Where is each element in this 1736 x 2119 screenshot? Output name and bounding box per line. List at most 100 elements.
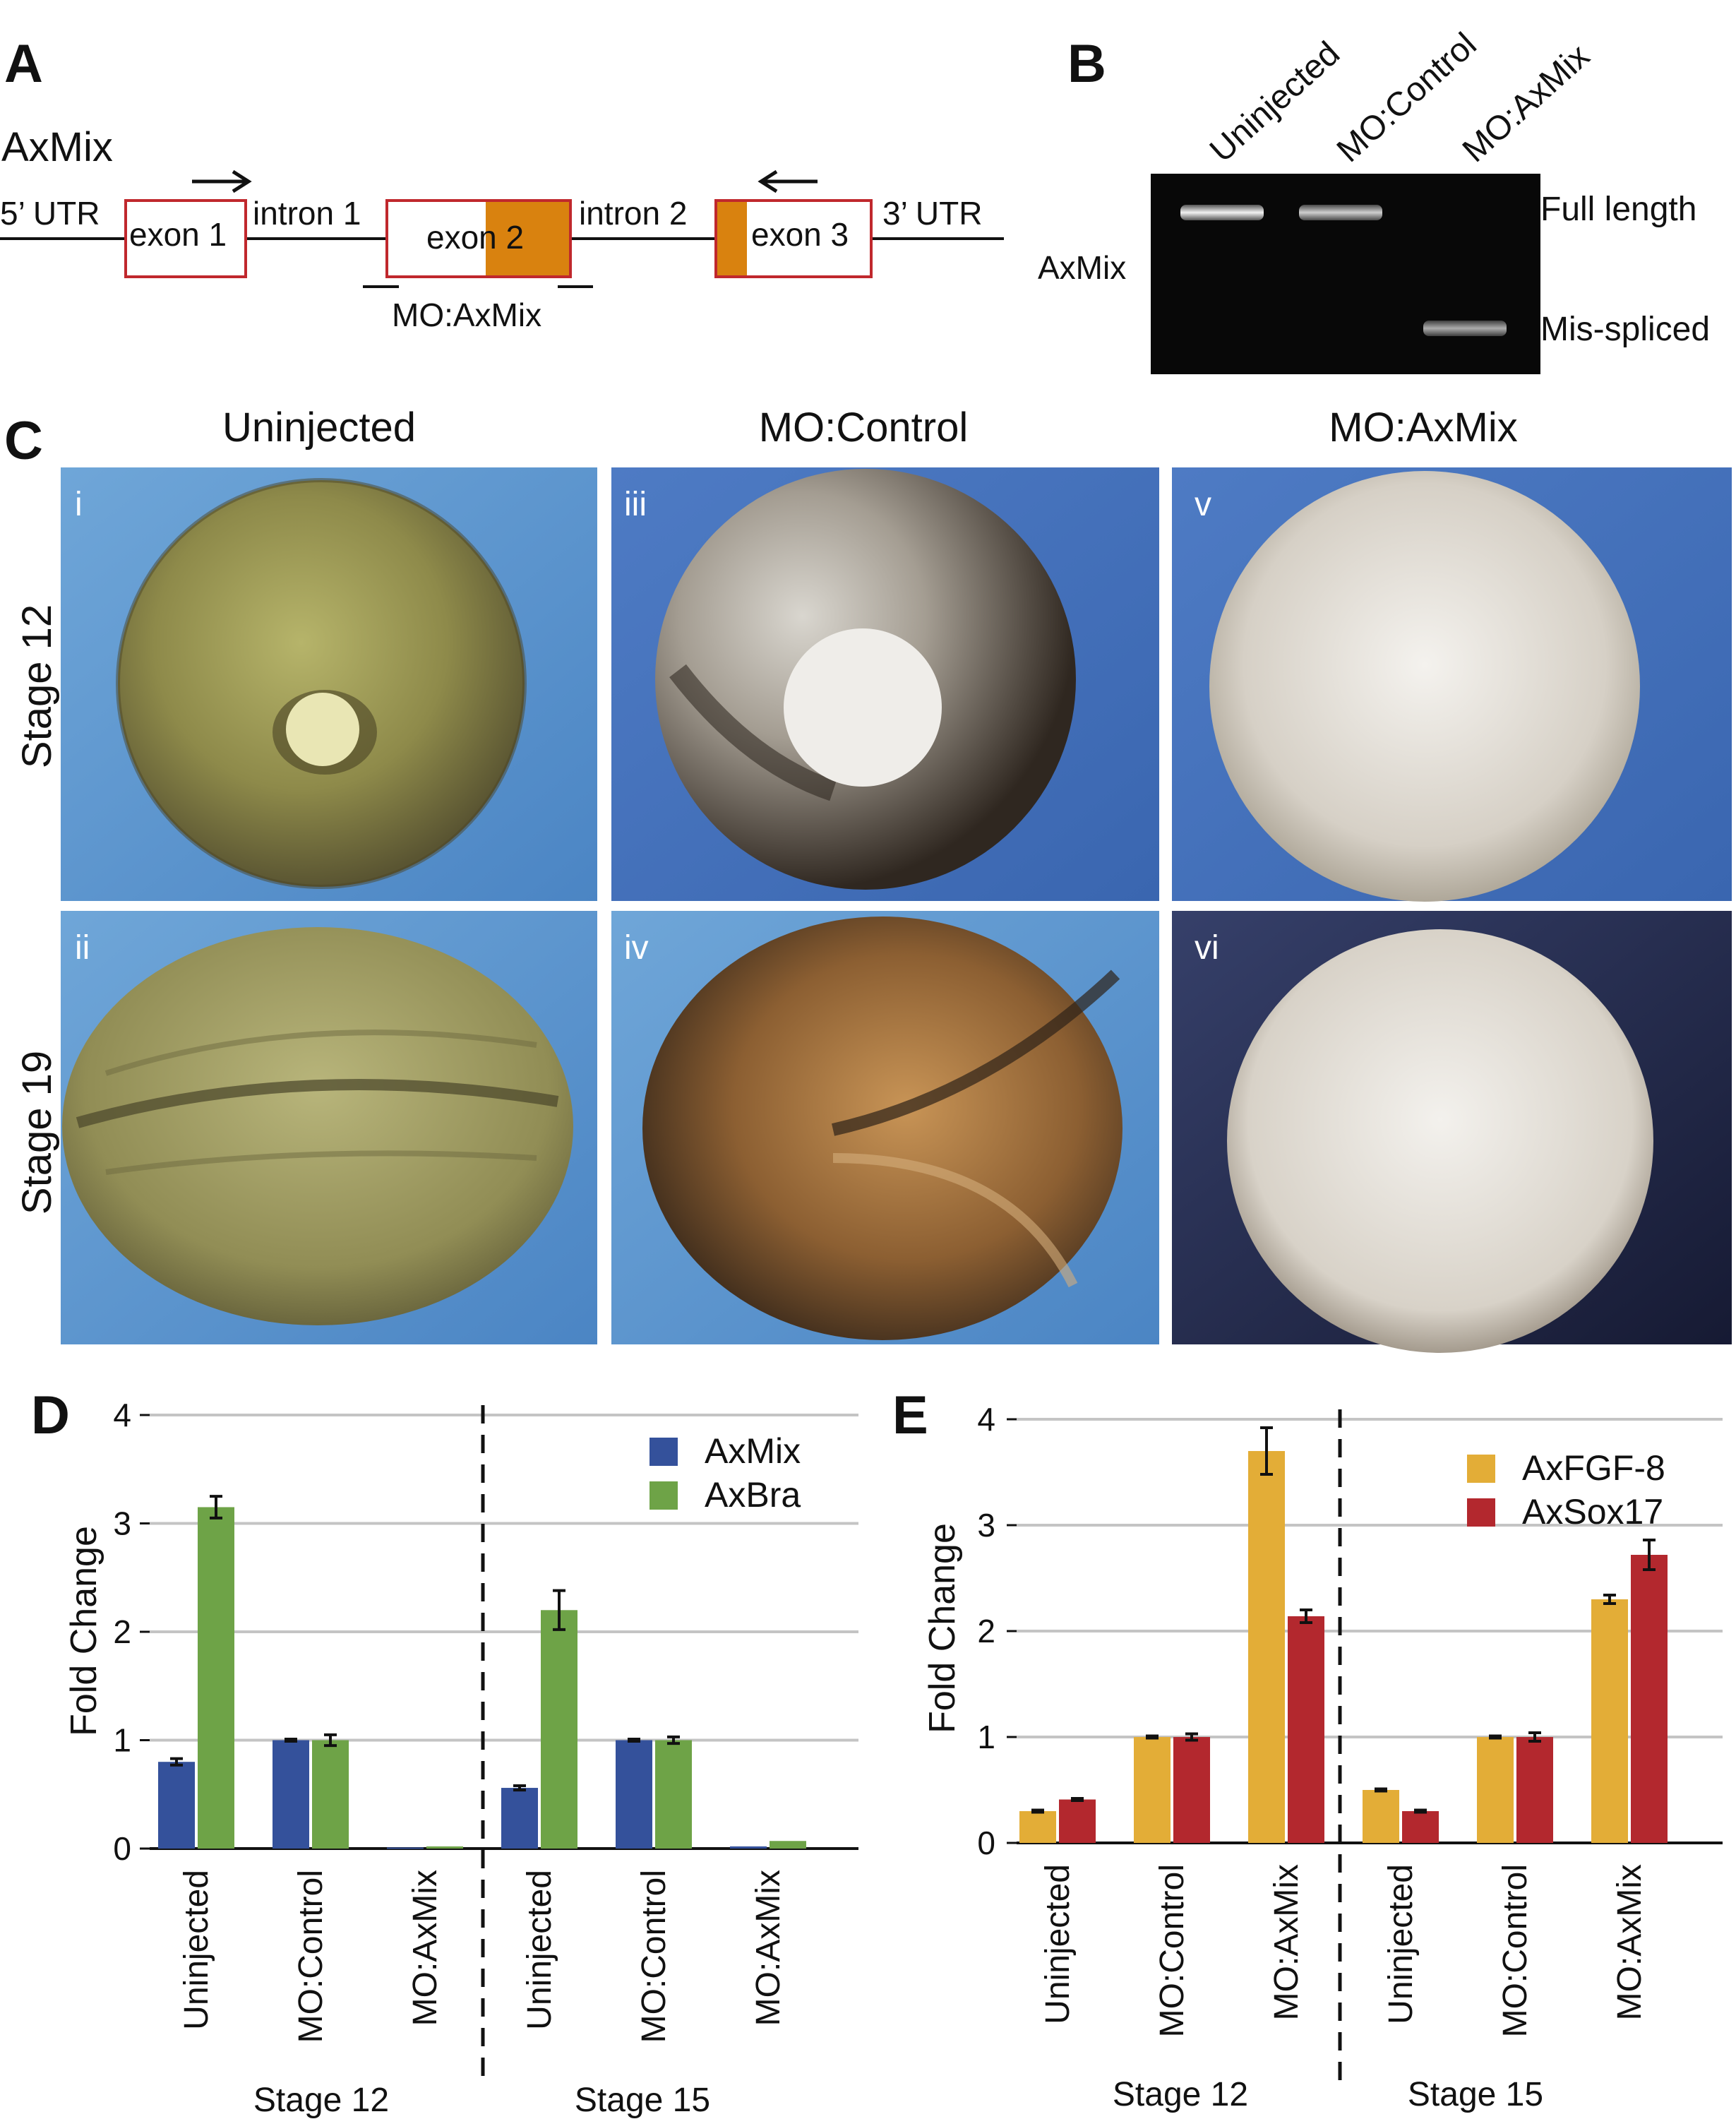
x-tick-label: MO:AxMix (1268, 1864, 1305, 2020)
stage-group-label: Stage 15 (575, 2082, 710, 2119)
legend-swatch (649, 1481, 678, 1510)
bar-axfgf-8 (1363, 1790, 1399, 1843)
embryo-tile-ii: ii (61, 911, 597, 1344)
column-title-mo-axmix: MO:AxMix (1329, 405, 1517, 450)
embryo-tile-iii: iii (611, 467, 1159, 901)
bar-axsox17 (1631, 1555, 1668, 1843)
x-tick-label: Uninjected (178, 1870, 215, 2030)
y-tick-label: 3 (977, 1507, 995, 1544)
x-tick-label: MO:AxMix (407, 1870, 444, 2026)
row-title-stage-19: Stage 19 (14, 1051, 60, 1214)
band-label-mis-spliced: Mis-spliced (1540, 311, 1710, 348)
gel-row-label: AxMix (1038, 249, 1126, 286)
bar-axmix (730, 1846, 767, 1849)
bar-axbra (426, 1846, 463, 1849)
x-tick-label: MO:AxMix (1611, 1864, 1648, 2020)
gene-name: AxMix (1, 124, 113, 170)
chart-e-ylabel: Fold Change (922, 1523, 963, 1733)
stage-group-label: Stage 12 (1113, 2076, 1248, 2113)
y-tick-label: 4 (977, 1401, 995, 1438)
y-tick-label: 3 (113, 1505, 131, 1542)
x-tick-label: Uninjected (1039, 1864, 1077, 2024)
bar-axfgf-8 (1019, 1811, 1056, 1843)
column-title-mo-control: MO:Control (759, 405, 969, 450)
bar-axmix (158, 1762, 195, 1849)
y-tick-label: 1 (977, 1719, 995, 1755)
embryo-tile-iv: iv (611, 911, 1159, 1344)
bar-axfgf-8 (1134, 1737, 1171, 1843)
forward-primer-arrow-icon (192, 169, 252, 193)
bar-axsox17 (1402, 1811, 1439, 1843)
column-title-uninjected: Uninjected (222, 405, 416, 450)
panel-c: C Uninjected MO:Control MO:AxMix Stage 1… (4, 405, 1732, 1353)
segment-3utr: 3’ UTR (882, 195, 982, 232)
panel-letter-b: B (1067, 34, 1106, 94)
tile-label-i: i (75, 486, 83, 523)
embryo-tile-i: i (61, 467, 597, 901)
bar-axbra (541, 1610, 577, 1849)
legend-entry: AxFGF-8 (1522, 1448, 1665, 1488)
panel-letter-a: A (4, 34, 43, 94)
bar-axsox17 (1516, 1737, 1553, 1843)
x-tick-label: MO:AxMix (750, 1870, 787, 2026)
y-tick-label: 0 (977, 1825, 995, 1861)
panel-letter-c: C (4, 411, 43, 471)
band-mo-control-full (1299, 205, 1382, 220)
band-mo-axmix-misspliced (1423, 321, 1507, 336)
legend-swatch (1467, 1455, 1495, 1483)
x-tick-label: Uninjected (521, 1870, 558, 2030)
bar-axmix (387, 1847, 424, 1849)
legend-entry: AxSox17 (1522, 1492, 1663, 1532)
stage-group-label: Stage 15 (1408, 2076, 1543, 2113)
panel-letter-d: D (31, 1385, 70, 1445)
morpholino-label: MO:AxMix (392, 297, 541, 333)
bar-axmix (501, 1788, 538, 1849)
legend-swatch (1467, 1498, 1495, 1527)
band-uninjected-full (1180, 205, 1264, 220)
segment-exon-3: exon 3 (751, 216, 849, 253)
y-tick-label: 1 (113, 1722, 131, 1759)
gel-image (1151, 174, 1540, 374)
band-label-full-length: Full length (1540, 191, 1696, 228)
legend-entry: AxBra (705, 1475, 801, 1515)
bar-axbra (198, 1507, 234, 1849)
y-tick-label: 2 (977, 1613, 995, 1649)
bar-axbra (655, 1740, 692, 1849)
row-title-stage-12: Stage 12 (14, 604, 60, 768)
bar-axsox17 (1059, 1799, 1096, 1843)
x-tick-label: MO:Control (1497, 1864, 1534, 2037)
stage-group-label: Stage 12 (253, 2082, 389, 2119)
reverse-primer-arrow-icon (758, 169, 818, 193)
y-tick-label: 2 (113, 1613, 131, 1650)
bar-axmix (273, 1740, 309, 1849)
bar-axsox17 (1288, 1616, 1324, 1843)
segment-intron-2: intron 2 (579, 195, 687, 232)
legend-entry: AxMix (705, 1431, 801, 1471)
y-tick-label: 0 (113, 1830, 131, 1867)
exon-3-fill (717, 202, 747, 275)
x-tick-label: MO:Control (635, 1870, 673, 2043)
segment-intron-1: intron 1 (253, 195, 361, 232)
segment-exon-1: exon 1 (129, 216, 227, 253)
panel-a: A AxMix 5’ UTR exon 1 intron 1 exon 2 in… (0, 34, 1004, 333)
chart-d-ylabel: Fold Change (64, 1526, 104, 1736)
tile-label-v: v (1195, 486, 1211, 523)
y-tick-label: 4 (113, 1397, 131, 1433)
bar-axbra (770, 1841, 806, 1849)
tile-label-ii: ii (75, 929, 90, 967)
panel-letter-e: E (892, 1385, 928, 1445)
tile-label-iv: iv (624, 929, 649, 967)
embryo-tile-v: v (1172, 467, 1732, 902)
lane-label-uninjected: Uninjected (1203, 35, 1347, 169)
bar-axmix (616, 1740, 652, 1849)
embryo-tile-vi: vi (1172, 911, 1732, 1353)
exon-1-box (124, 199, 247, 278)
exon-2-fill (486, 202, 569, 275)
legend-swatch (649, 1438, 678, 1466)
bar-axfgf-8 (1477, 1737, 1514, 1843)
segment-5utr: 5’ UTR (0, 195, 100, 232)
x-tick-label: Uninjected (1382, 1864, 1420, 2024)
